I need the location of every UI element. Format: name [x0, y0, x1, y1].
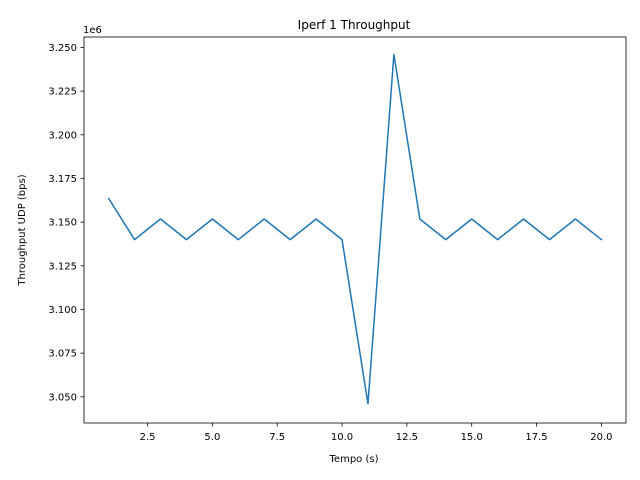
x-tick-label: 12.5 [396, 432, 418, 443]
y-axis-title: Throughput UDP (bps) [17, 174, 28, 286]
y-tick-label: 3.250 [48, 43, 77, 54]
y-tick-label: 3.225 [48, 87, 77, 98]
y-tick-label: 3.075 [48, 349, 77, 360]
y-tick-label: 3.150 [48, 218, 77, 229]
chart-title: Iperf 1 Throughput [298, 18, 411, 32]
x-tick-label: 17.5 [525, 432, 547, 443]
x-axis-title: Tempo (s) [329, 454, 379, 465]
y-tick-label: 3.050 [48, 392, 77, 403]
y-tick-label: 3.100 [48, 305, 77, 316]
plot-area: 2.5 5.0 7.5 10.0 12.5 15.0 17.5 20.0 3.050 3.075 3… [48, 36, 627, 443]
y-tick-label: 3.175 [48, 174, 77, 185]
series-line-0 [107, 53, 603, 405]
y-tick-label: 3.125 [48, 261, 77, 272]
y-offset-label: 1e6 [83, 25, 102, 36]
x-tick-label: 7.5 [269, 432, 285, 443]
x-tick-label: 2.5 [140, 432, 156, 443]
x-tick-label: 15.0 [461, 432, 483, 443]
x-tick-label: 20.0 [590, 432, 612, 443]
y-tick-label: 3.200 [48, 130, 77, 141]
axes-frame [83, 36, 627, 424]
x-tick-label: 10.0 [331, 432, 353, 443]
x-tick-label: 5.0 [204, 432, 220, 443]
